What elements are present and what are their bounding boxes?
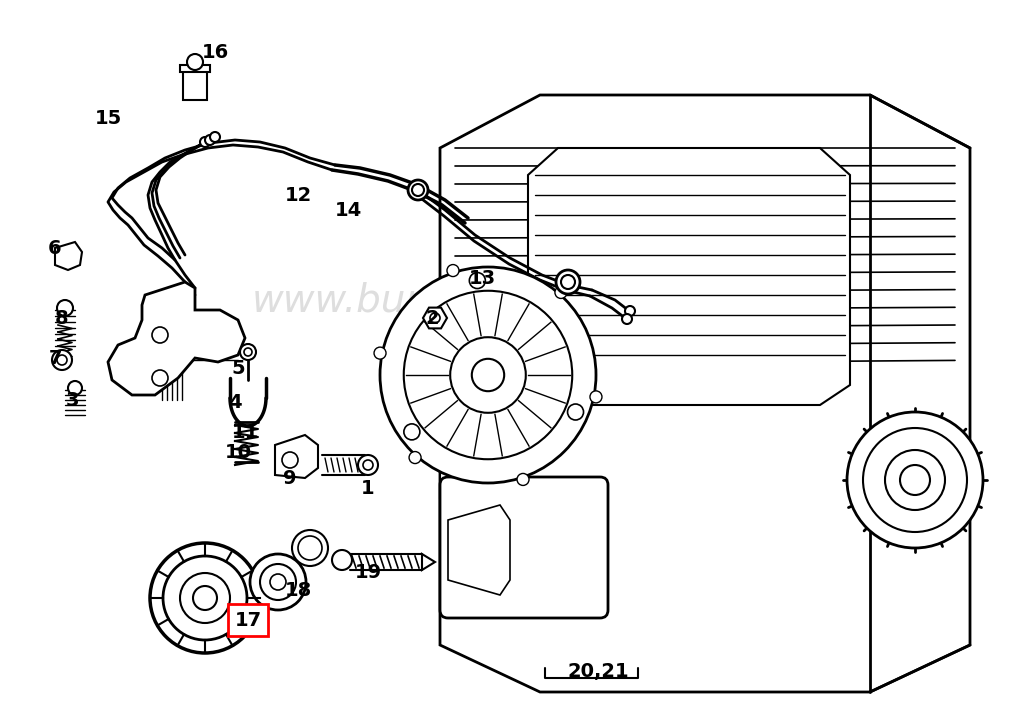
Circle shape: [282, 452, 298, 468]
Circle shape: [556, 270, 580, 294]
Text: 5: 5: [231, 358, 245, 378]
Text: 3: 3: [66, 391, 79, 410]
Circle shape: [244, 348, 252, 356]
Circle shape: [430, 313, 440, 323]
Circle shape: [193, 586, 217, 610]
Circle shape: [622, 314, 632, 324]
Polygon shape: [440, 395, 510, 510]
Circle shape: [152, 370, 168, 386]
Text: 19: 19: [354, 563, 382, 581]
Text: 13: 13: [468, 268, 496, 288]
Polygon shape: [440, 95, 970, 692]
Circle shape: [150, 543, 260, 653]
Polygon shape: [528, 148, 850, 405]
Circle shape: [270, 574, 286, 590]
Circle shape: [180, 573, 230, 623]
Circle shape: [403, 424, 420, 440]
Circle shape: [555, 286, 567, 299]
Text: 17: 17: [234, 610, 261, 629]
Text: 10: 10: [224, 442, 252, 462]
Text: 20,21: 20,21: [567, 663, 629, 681]
Circle shape: [163, 556, 247, 640]
Text: 18: 18: [285, 581, 311, 600]
Circle shape: [57, 355, 67, 365]
Circle shape: [567, 404, 584, 420]
Circle shape: [517, 473, 529, 486]
Text: 12: 12: [285, 186, 311, 204]
Circle shape: [900, 465, 930, 495]
Circle shape: [240, 344, 256, 360]
Circle shape: [68, 381, 82, 395]
Circle shape: [332, 550, 352, 570]
Circle shape: [847, 412, 983, 548]
Circle shape: [472, 359, 504, 392]
Text: 1: 1: [361, 478, 375, 497]
Text: 15: 15: [94, 109, 122, 128]
Circle shape: [210, 132, 220, 142]
Polygon shape: [183, 70, 207, 100]
Circle shape: [358, 455, 378, 475]
Circle shape: [408, 180, 428, 200]
Circle shape: [205, 135, 215, 145]
Circle shape: [57, 300, 73, 316]
Circle shape: [451, 337, 525, 413]
Polygon shape: [275, 435, 318, 478]
Polygon shape: [422, 554, 435, 570]
Polygon shape: [423, 307, 447, 328]
Circle shape: [374, 347, 386, 359]
Circle shape: [403, 291, 572, 459]
Circle shape: [885, 450, 945, 510]
Text: 9: 9: [284, 468, 297, 487]
Circle shape: [590, 391, 602, 403]
Text: 16: 16: [202, 43, 228, 62]
Polygon shape: [108, 282, 245, 395]
Circle shape: [446, 265, 459, 276]
Text: 11: 11: [231, 423, 259, 442]
Circle shape: [187, 54, 203, 70]
Text: 2: 2: [425, 309, 439, 328]
Polygon shape: [449, 505, 510, 595]
Text: www.bumac-onderdelen.nl: www.bumac-onderdelen.nl: [252, 282, 772, 320]
Circle shape: [469, 273, 485, 289]
Circle shape: [52, 350, 72, 370]
Circle shape: [412, 184, 424, 196]
Circle shape: [380, 267, 596, 483]
Polygon shape: [55, 242, 82, 270]
Circle shape: [863, 428, 967, 532]
Circle shape: [152, 327, 168, 343]
Circle shape: [362, 460, 373, 470]
Text: 8: 8: [55, 309, 69, 328]
Text: 7: 7: [48, 349, 61, 368]
Polygon shape: [180, 65, 210, 72]
Circle shape: [561, 275, 575, 289]
Text: 6: 6: [48, 239, 61, 257]
Circle shape: [409, 452, 421, 463]
Circle shape: [200, 137, 210, 147]
FancyBboxPatch shape: [440, 477, 608, 618]
Text: 4: 4: [228, 392, 242, 412]
Text: 14: 14: [335, 201, 361, 220]
Circle shape: [250, 554, 306, 610]
Circle shape: [625, 306, 635, 316]
Circle shape: [260, 564, 296, 600]
